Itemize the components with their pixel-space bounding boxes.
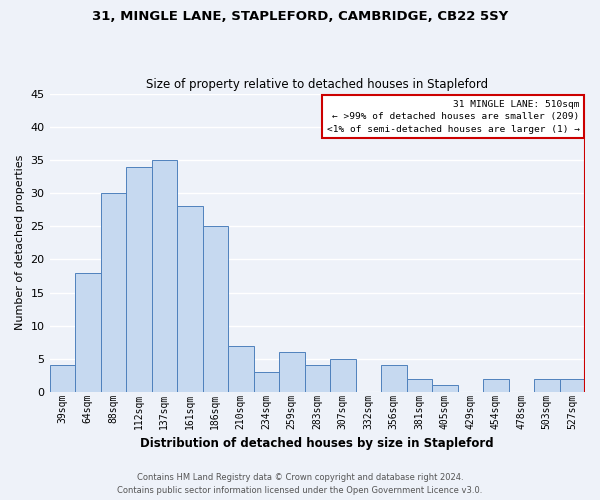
Bar [279, 352, 305, 392]
Text: 31, MINGLE LANE, STAPLEFORD, CAMBRIDGE, CB22 5SY: 31, MINGLE LANE, STAPLEFORD, CAMBRIDGE, … [92, 10, 508, 23]
Bar [177, 206, 203, 392]
Bar [534, 379, 560, 392]
Bar [126, 166, 152, 392]
Bar [203, 226, 228, 392]
Text: 31 MINGLE LANE: 510sqm
← >99% of detached houses are smaller (209)
<1% of semi-d: 31 MINGLE LANE: 510sqm ← >99% of detache… [326, 100, 580, 134]
Bar [50, 366, 75, 392]
X-axis label: Distribution of detached houses by size in Stapleford: Distribution of detached houses by size … [140, 437, 494, 450]
Bar [483, 379, 509, 392]
Title: Size of property relative to detached houses in Stapleford: Size of property relative to detached ho… [146, 78, 488, 91]
Bar [407, 379, 432, 392]
Bar [254, 372, 279, 392]
Bar [75, 272, 101, 392]
Bar [101, 193, 126, 392]
Bar [152, 160, 177, 392]
Bar [228, 346, 254, 392]
Text: Contains HM Land Registry data © Crown copyright and database right 2024.
Contai: Contains HM Land Registry data © Crown c… [118, 474, 482, 495]
Y-axis label: Number of detached properties: Number of detached properties [15, 155, 25, 330]
Bar [381, 366, 407, 392]
Bar [432, 386, 458, 392]
Bar [560, 379, 585, 392]
Bar [305, 366, 330, 392]
Bar [330, 359, 356, 392]
